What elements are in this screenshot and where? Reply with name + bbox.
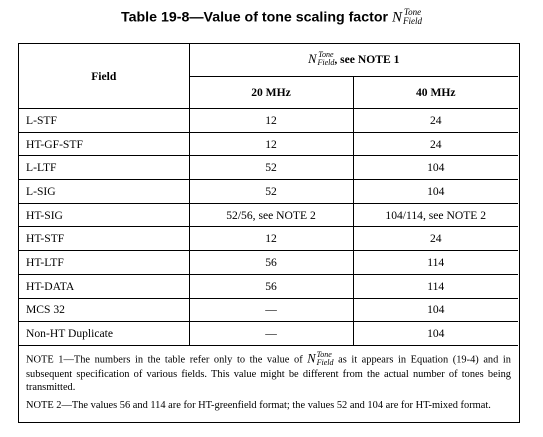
field-cell: L-STF — [19, 108, 190, 133]
field-cell: MCS 32 — [19, 297, 190, 323]
field-cell: L-LTF — [19, 155, 190, 181]
value-40mhz-cell: 104/114, see NOTE 2 — [352, 202, 519, 228]
tone-scaling-symbol: N Tone Field — [308, 50, 335, 68]
header-group: N Tone Field, see NOTE 1 — [188, 44, 519, 77]
value-20mhz-cell: 52/56, see NOTE 2 — [188, 202, 354, 228]
table-row: HT-DATA 56 114 — [19, 273, 519, 299]
field-cell: HT-GF-STF — [19, 131, 190, 157]
value-20mhz-cell: — — [188, 297, 354, 323]
field-cell: HT-DATA — [19, 273, 190, 299]
table-frame: Field N Tone Field, see NOTE 1 20 MHz 40 M… — [18, 43, 520, 423]
value-40mhz-cell: 24 — [352, 131, 519, 157]
value-20mhz-cell: 12 — [188, 226, 354, 252]
table-row: L-STF 12 24 — [19, 108, 519, 133]
table-row: HT-SIG 52/56, see NOTE 2 104/114, see NO… — [19, 202, 519, 228]
field-cell: HT-STF — [19, 226, 190, 252]
value-20mhz-cell: 56 — [188, 273, 354, 299]
header-40mhz: 40 MHz — [352, 76, 519, 109]
header-group-note: , see NOTE 1 — [334, 52, 400, 66]
table-row: HT-STF 12 24 — [19, 226, 519, 252]
table-row: MCS 32 — 104 — [19, 297, 519, 323]
tone-scaling-symbol: N Tone Field — [307, 350, 334, 367]
table-row: HT-LTF 56 114 — [19, 250, 519, 275]
note-1: NOTE 1—The numbers in the table refer on… — [26, 350, 511, 394]
field-cell: L-SIG — [19, 179, 190, 204]
table-notes: NOTE 1—The numbers in the table refer on… — [19, 350, 518, 412]
value-40mhz-cell: 104 — [352, 179, 519, 204]
value-20mhz-cell: 12 — [188, 108, 354, 133]
field-cell: HT-SIG — [19, 202, 190, 228]
value-20mhz-cell: 56 — [188, 250, 354, 275]
value-20mhz-cell: 12 — [188, 131, 354, 157]
value-40mhz-cell: 114 — [352, 273, 519, 299]
tone-scaling-table: Field N Tone Field, see NOTE 1 20 MHz 40 M… — [19, 44, 519, 346]
value-40mhz-cell: 114 — [352, 250, 519, 275]
value-40mhz-cell: 24 — [352, 226, 519, 252]
header-field: Field — [19, 44, 190, 109]
field-cell: Non-HT Duplicate — [19, 321, 190, 346]
value-40mhz-cell: 104 — [352, 155, 519, 181]
field-cell: HT-LTF — [19, 250, 190, 275]
table-row: L-LTF 52 104 — [19, 155, 519, 181]
note-2: NOTE 2—The values 56 and 114 are for HT-… — [26, 399, 491, 411]
caption-text: Table 19-8—Value of tone scaling factor — [121, 9, 389, 26]
value-20mhz-cell: 52 — [188, 155, 354, 181]
table-row: Non-HT Duplicate — 104 — [19, 321, 519, 346]
value-40mhz-cell: 104 — [352, 297, 519, 323]
tone-scaling-symbol: N Tone Field — [391, 7, 422, 26]
value-20mhz-cell: — — [188, 321, 354, 346]
value-40mhz-cell: 104 — [352, 321, 519, 346]
table-row: L-SIG 52 104 — [19, 179, 519, 204]
table-row: HT-GF-STF 12 24 — [19, 131, 519, 157]
header-20mhz: 20 MHz — [189, 76, 354, 109]
value-40mhz-cell: 24 — [352, 108, 519, 133]
table-caption: Table 19-8—Value of tone scaling factor … — [0, 7, 543, 27]
value-20mhz-cell: 52 — [188, 179, 354, 204]
